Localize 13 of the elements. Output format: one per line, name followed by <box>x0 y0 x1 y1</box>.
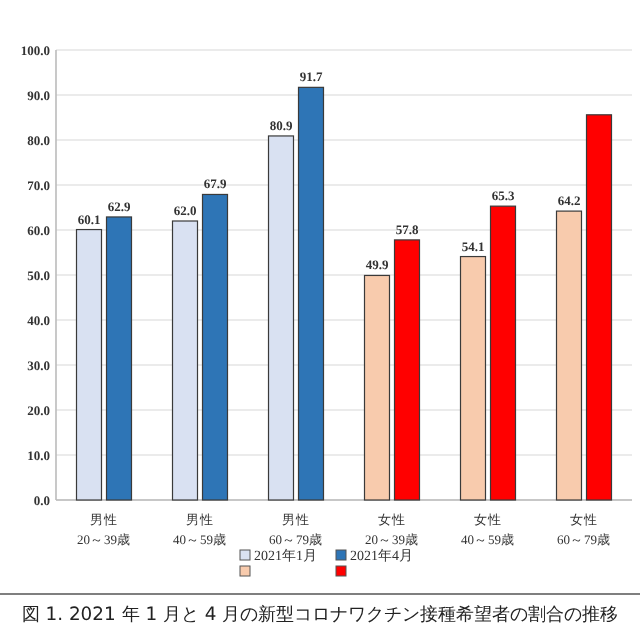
bar <box>201 193 229 501</box>
bar <box>75 228 103 501</box>
bar <box>393 239 421 501</box>
bar <box>555 210 583 501</box>
bar <box>489 205 517 501</box>
bar <box>459 255 487 501</box>
bar <box>171 220 199 501</box>
bar <box>297 86 325 501</box>
bar <box>363 274 391 501</box>
bar <box>105 216 133 501</box>
bar <box>267 135 295 501</box>
bar <box>585 114 613 501</box>
text: 図 1. 2021 年 1 月と 4 月の新型コロナワクチン接種希望者の割合の推移 <box>21 604 619 626</box>
